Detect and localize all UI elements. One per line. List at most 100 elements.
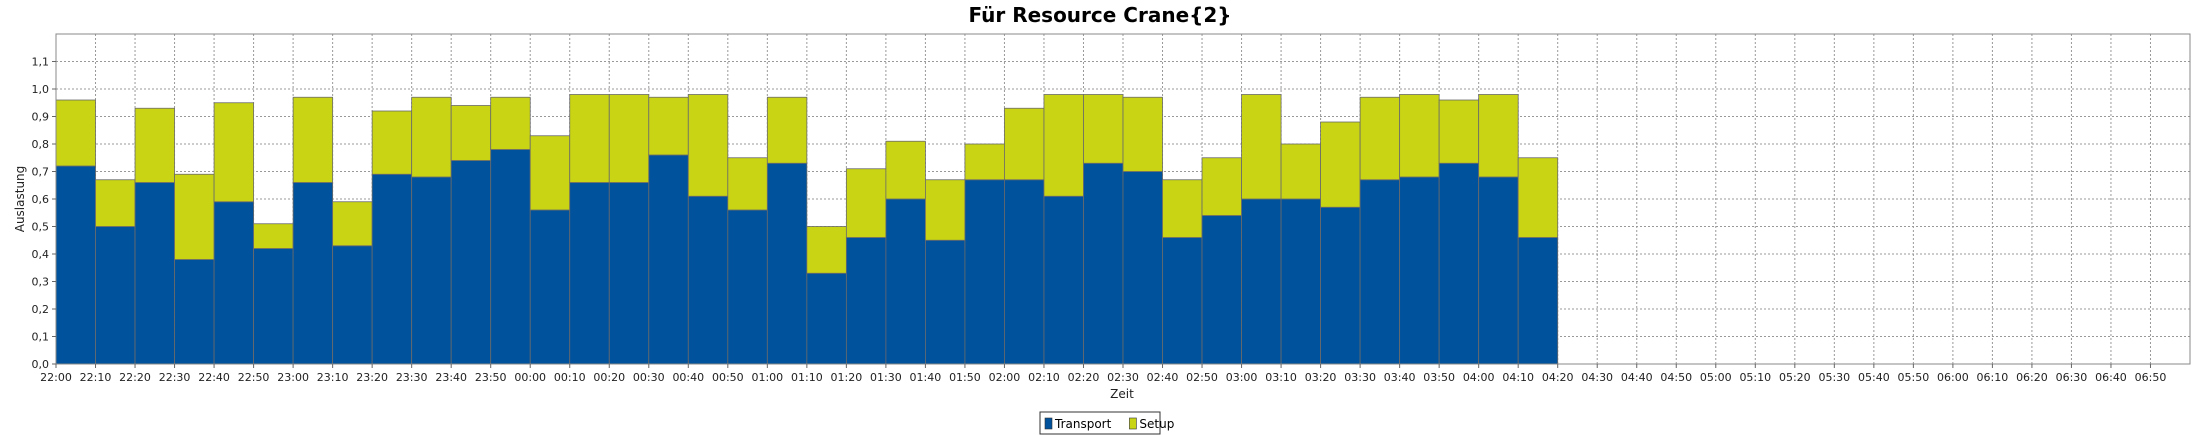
bar-setup (766, 96, 808, 164)
x-tick-label: 05:10 (1739, 371, 1771, 384)
bar-setup (925, 179, 966, 241)
bar-setup (55, 99, 96, 167)
bar-transport (885, 198, 926, 365)
bar-transport (1241, 198, 1282, 365)
bar-setup (1517, 157, 1559, 238)
x-tick-label: 04:10 (1502, 371, 1534, 384)
x-tick-label: 03:40 (1384, 371, 1416, 384)
y-tick-label: 1,0 (32, 83, 50, 96)
bar-transport (1083, 162, 1124, 365)
bar-setup (648, 96, 689, 156)
bar-transport (766, 162, 808, 365)
y-axis-label: Auslastung (13, 166, 27, 233)
bar-setup (1438, 99, 1480, 164)
x-tick-label: 23:10 (317, 371, 349, 384)
bar-setup (1004, 107, 1045, 181)
x-tick-label: 02:10 (1028, 371, 1060, 384)
bar-setup (292, 96, 334, 183)
x-tick-label: 00:00 (514, 371, 546, 384)
bar-setup (1320, 121, 1361, 208)
bar-setup (371, 110, 413, 175)
x-tick-label: 23:40 (435, 371, 467, 384)
x-tick-label: 01:00 (751, 371, 783, 384)
x-tick-label: 04:30 (1581, 371, 1613, 384)
bar-transport (1438, 162, 1480, 365)
bar-transport (332, 245, 373, 365)
bar-transport (1517, 237, 1559, 365)
bar-transport (648, 154, 689, 365)
bar-setup (174, 173, 215, 260)
x-tick-label: 04:20 (1542, 371, 1574, 384)
bar-setup (885, 140, 926, 200)
x-tick-label: 00:20 (593, 371, 625, 384)
x-tick-label: 22:20 (119, 371, 151, 384)
x-tick-label: 02:50 (1186, 371, 1218, 384)
bar-transport (450, 160, 492, 365)
bar-setup (332, 201, 373, 247)
bar-transport (292, 182, 334, 365)
bar-setup (1478, 94, 1519, 178)
x-tick-label: 04:00 (1463, 371, 1495, 384)
x-tick-label: 02:40 (1147, 371, 1179, 384)
x-tick-label: 06:00 (1937, 371, 1969, 384)
bar-transport (134, 182, 175, 365)
bars (55, 94, 1559, 365)
x-tick-label: 06:10 (1977, 371, 2009, 384)
bar-setup (687, 94, 729, 197)
x-tick-label: 05:50 (1898, 371, 1930, 384)
y-tick-label: 0,7 (32, 166, 50, 179)
bar-transport (845, 237, 887, 365)
y-tick-label: 0,3 (32, 276, 50, 289)
x-tick-label: 03:50 (1423, 371, 1455, 384)
bar-transport (569, 182, 610, 365)
y-tick-label: 0,1 (32, 331, 50, 344)
bar-setup (964, 143, 1005, 181)
x-tick-label: 04:50 (1660, 371, 1692, 384)
bar-transport (925, 239, 966, 365)
bar-transport (213, 201, 254, 365)
bar-setup (490, 96, 531, 150)
x-tick-label: 22:30 (159, 371, 191, 384)
bar-setup (450, 105, 492, 161)
bar-transport (529, 209, 571, 365)
x-axis-ticks: 22:00 22:10 22:20 22:30 22:40 22:50 23:00 23:10… (40, 364, 2166, 384)
x-tick-label: 02:30 (1107, 371, 1139, 384)
x-tick-label: 03:20 (1305, 371, 1337, 384)
bar-setup (1280, 143, 1321, 200)
x-tick-label: 03:10 (1265, 371, 1297, 384)
x-tick-label: 02:00 (989, 371, 1021, 384)
bar-setup (95, 179, 136, 227)
y-tick-label: 0,5 (32, 221, 50, 234)
y-tick-label: 0,4 (32, 248, 50, 261)
x-tick-label: 06:20 (2016, 371, 2048, 384)
x-tick-label: 06:30 (2056, 371, 2088, 384)
x-tick-label: 01:40 (910, 371, 942, 384)
x-tick-label: 00:50 (712, 371, 744, 384)
bar-setup (134, 107, 175, 183)
bar-setup (1201, 157, 1242, 216)
legend: Transport Setup (1039, 411, 1174, 435)
x-tick-label: 22:40 (198, 371, 230, 384)
bar-setup (608, 94, 650, 183)
x-tick-label: 06:50 (2135, 371, 2167, 384)
bar-transport (371, 173, 413, 365)
bar-setup (1122, 96, 1163, 172)
x-tick-label: 01:20 (831, 371, 863, 384)
y-tick-label: 0,2 (32, 303, 50, 316)
bar-transport (1359, 179, 1401, 365)
x-tick-label: 23:20 (356, 371, 388, 384)
x-tick-label: 05:20 (1779, 371, 1811, 384)
bar-transport (608, 182, 650, 365)
x-tick-label: 02:20 (1068, 371, 1100, 384)
bar-transport (174, 259, 215, 365)
bar-transport (55, 165, 96, 365)
x-tick-label: 05:00 (1700, 371, 1732, 384)
x-tick-label: 23:30 (396, 371, 428, 384)
chart-title: Für Resource Crane{2} (968, 3, 1231, 27)
y-tick-label: 0,0 (32, 358, 50, 371)
x-axis-label: Zeit (1110, 387, 1134, 401)
x-tick-label: 05:40 (1858, 371, 1890, 384)
bar-setup (529, 135, 571, 211)
x-tick-label: 01:10 (791, 371, 823, 384)
bar-transport (411, 176, 452, 365)
